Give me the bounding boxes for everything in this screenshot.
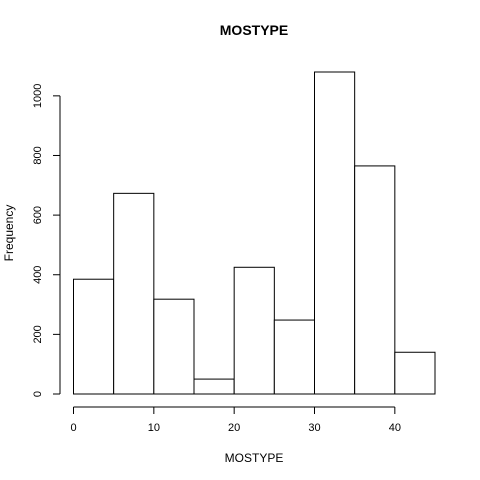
x-tick-label: 0: [70, 422, 76, 434]
histogram-bar-1: [73, 278, 115, 395]
chart-title: MOSTYPE: [220, 22, 288, 38]
histogram-bar-6: [273, 319, 316, 395]
x-tick-label: 20: [228, 422, 240, 434]
histogram-bar-7: [314, 71, 356, 395]
y-tick-label: 600: [32, 206, 44, 224]
y-tick-label: 1000: [32, 84, 44, 108]
y-tick-label: 800: [32, 146, 44, 164]
x-axis: 0 10 20 30 40: [70, 406, 401, 434]
x-axis-label: MOSTYPE: [225, 451, 284, 465]
y-axis: 0 200 400 600 800 1000: [32, 84, 61, 397]
y-axis-label: Frequency: [2, 205, 16, 262]
histogram-bar-8: [354, 165, 396, 395]
histogram-bar-4: [193, 378, 235, 395]
x-tick-label: 30: [308, 422, 320, 434]
histogram-bar-9: [394, 351, 436, 395]
x-tick-label: 40: [389, 422, 401, 434]
histogram-bar-3: [153, 298, 195, 395]
y-tick-label: 200: [32, 325, 44, 343]
x-tick-label: 10: [148, 422, 160, 434]
y-tick-label: 400: [32, 266, 44, 284]
y-tick-label: 0: [32, 391, 44, 397]
bars-group: [73, 71, 436, 395]
histogram-bar-5: [233, 266, 275, 395]
histogram-bar-2: [113, 192, 155, 395]
